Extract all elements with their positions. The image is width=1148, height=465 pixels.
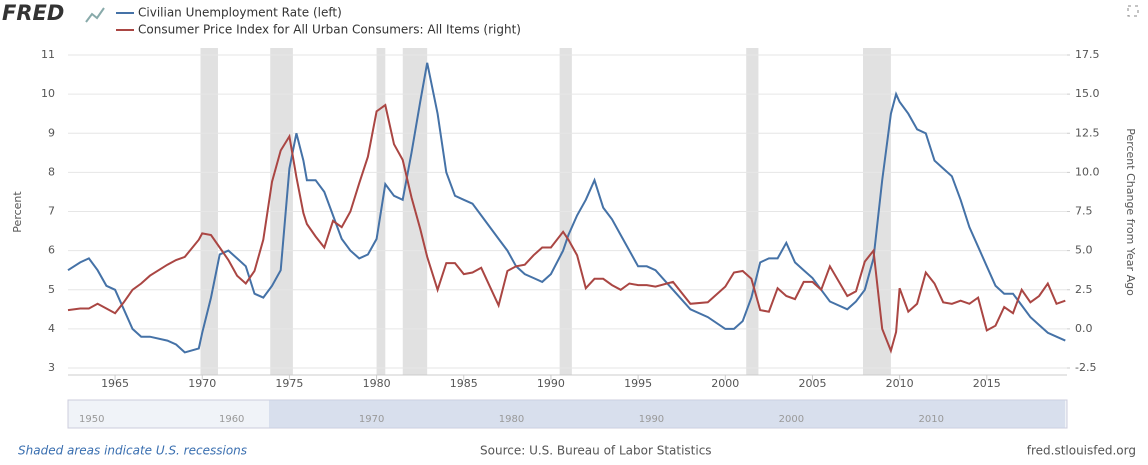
navigator-selection[interactable] bbox=[269, 400, 1065, 428]
navigator-tick-label: 2010 bbox=[919, 414, 944, 425]
y-tick-label: 6 bbox=[48, 244, 55, 257]
x-tick-label: 1995 bbox=[624, 377, 652, 390]
navigator-tick-label: 1960 bbox=[219, 414, 244, 425]
navigator-tick-label: 1980 bbox=[499, 414, 524, 425]
y2-tick-label: 12.5 bbox=[1075, 126, 1100, 139]
navigator-tick-label: 1950 bbox=[79, 414, 104, 425]
y2-tick-label: 17.5 bbox=[1075, 48, 1100, 61]
x-tick-label: 1990 bbox=[537, 377, 565, 390]
x-tick-label: 1980 bbox=[363, 377, 391, 390]
footer-note: Shaded areas indicate U.S. recessions bbox=[18, 444, 247, 458]
y2-tick-label: 7.5 bbox=[1075, 205, 1093, 218]
x-tick-label: 1985 bbox=[450, 377, 478, 390]
navigator-tick-label: 1990 bbox=[639, 414, 664, 425]
x-tick-label: 2005 bbox=[798, 377, 826, 390]
navigator-tick-label: 2000 bbox=[779, 414, 804, 425]
y2-tick-label: 5.0 bbox=[1075, 244, 1093, 257]
y-tick-label: 9 bbox=[48, 126, 55, 139]
y-tick-label: 10 bbox=[41, 87, 55, 100]
y-tick-label: 8 bbox=[48, 165, 55, 178]
series-line bbox=[67, 103, 1066, 354]
y-axis-title: Percent bbox=[11, 191, 24, 233]
x-tick-label: 2015 bbox=[973, 377, 1001, 390]
navigator-tick-label: 1970 bbox=[359, 414, 384, 425]
y2-tick-label: 2.5 bbox=[1075, 283, 1093, 296]
x-tick-label: 1965 bbox=[101, 377, 129, 390]
y2-tick-label: 10.0 bbox=[1075, 165, 1100, 178]
footer-source: Source: U.S. Bureau of Labor Statistics bbox=[480, 444, 712, 458]
x-tick-label: 1975 bbox=[275, 377, 303, 390]
y2-axis-title: Percent Change from Year Ago bbox=[1124, 128, 1137, 296]
footer-site: fred.stlouisfed.org bbox=[1027, 444, 1136, 458]
y2-tick-label: -2.5 bbox=[1075, 361, 1096, 374]
legend-label: Consumer Price Index for All Urban Consu… bbox=[138, 23, 521, 37]
y2-tick-label: 15.0 bbox=[1075, 87, 1100, 100]
y-tick-label: 5 bbox=[48, 283, 55, 296]
logo-icon bbox=[85, 7, 105, 23]
x-tick-label: 2010 bbox=[886, 377, 914, 390]
y-tick-label: 7 bbox=[48, 205, 55, 218]
fullscreen-button[interactable] bbox=[1127, 5, 1139, 17]
logo: FRED bbox=[2, 1, 64, 25]
x-tick-label: 1970 bbox=[188, 377, 216, 390]
y-tick-label: 3 bbox=[48, 361, 55, 374]
y-tick-label: 11 bbox=[41, 48, 55, 61]
series-line bbox=[67, 62, 1066, 354]
y-tick-label: 4 bbox=[48, 322, 55, 335]
x-tick-label: 2000 bbox=[711, 377, 739, 390]
y2-tick-label: 0.0 bbox=[1075, 322, 1093, 335]
legend-label: Civilian Unemployment Rate (left) bbox=[138, 6, 342, 20]
